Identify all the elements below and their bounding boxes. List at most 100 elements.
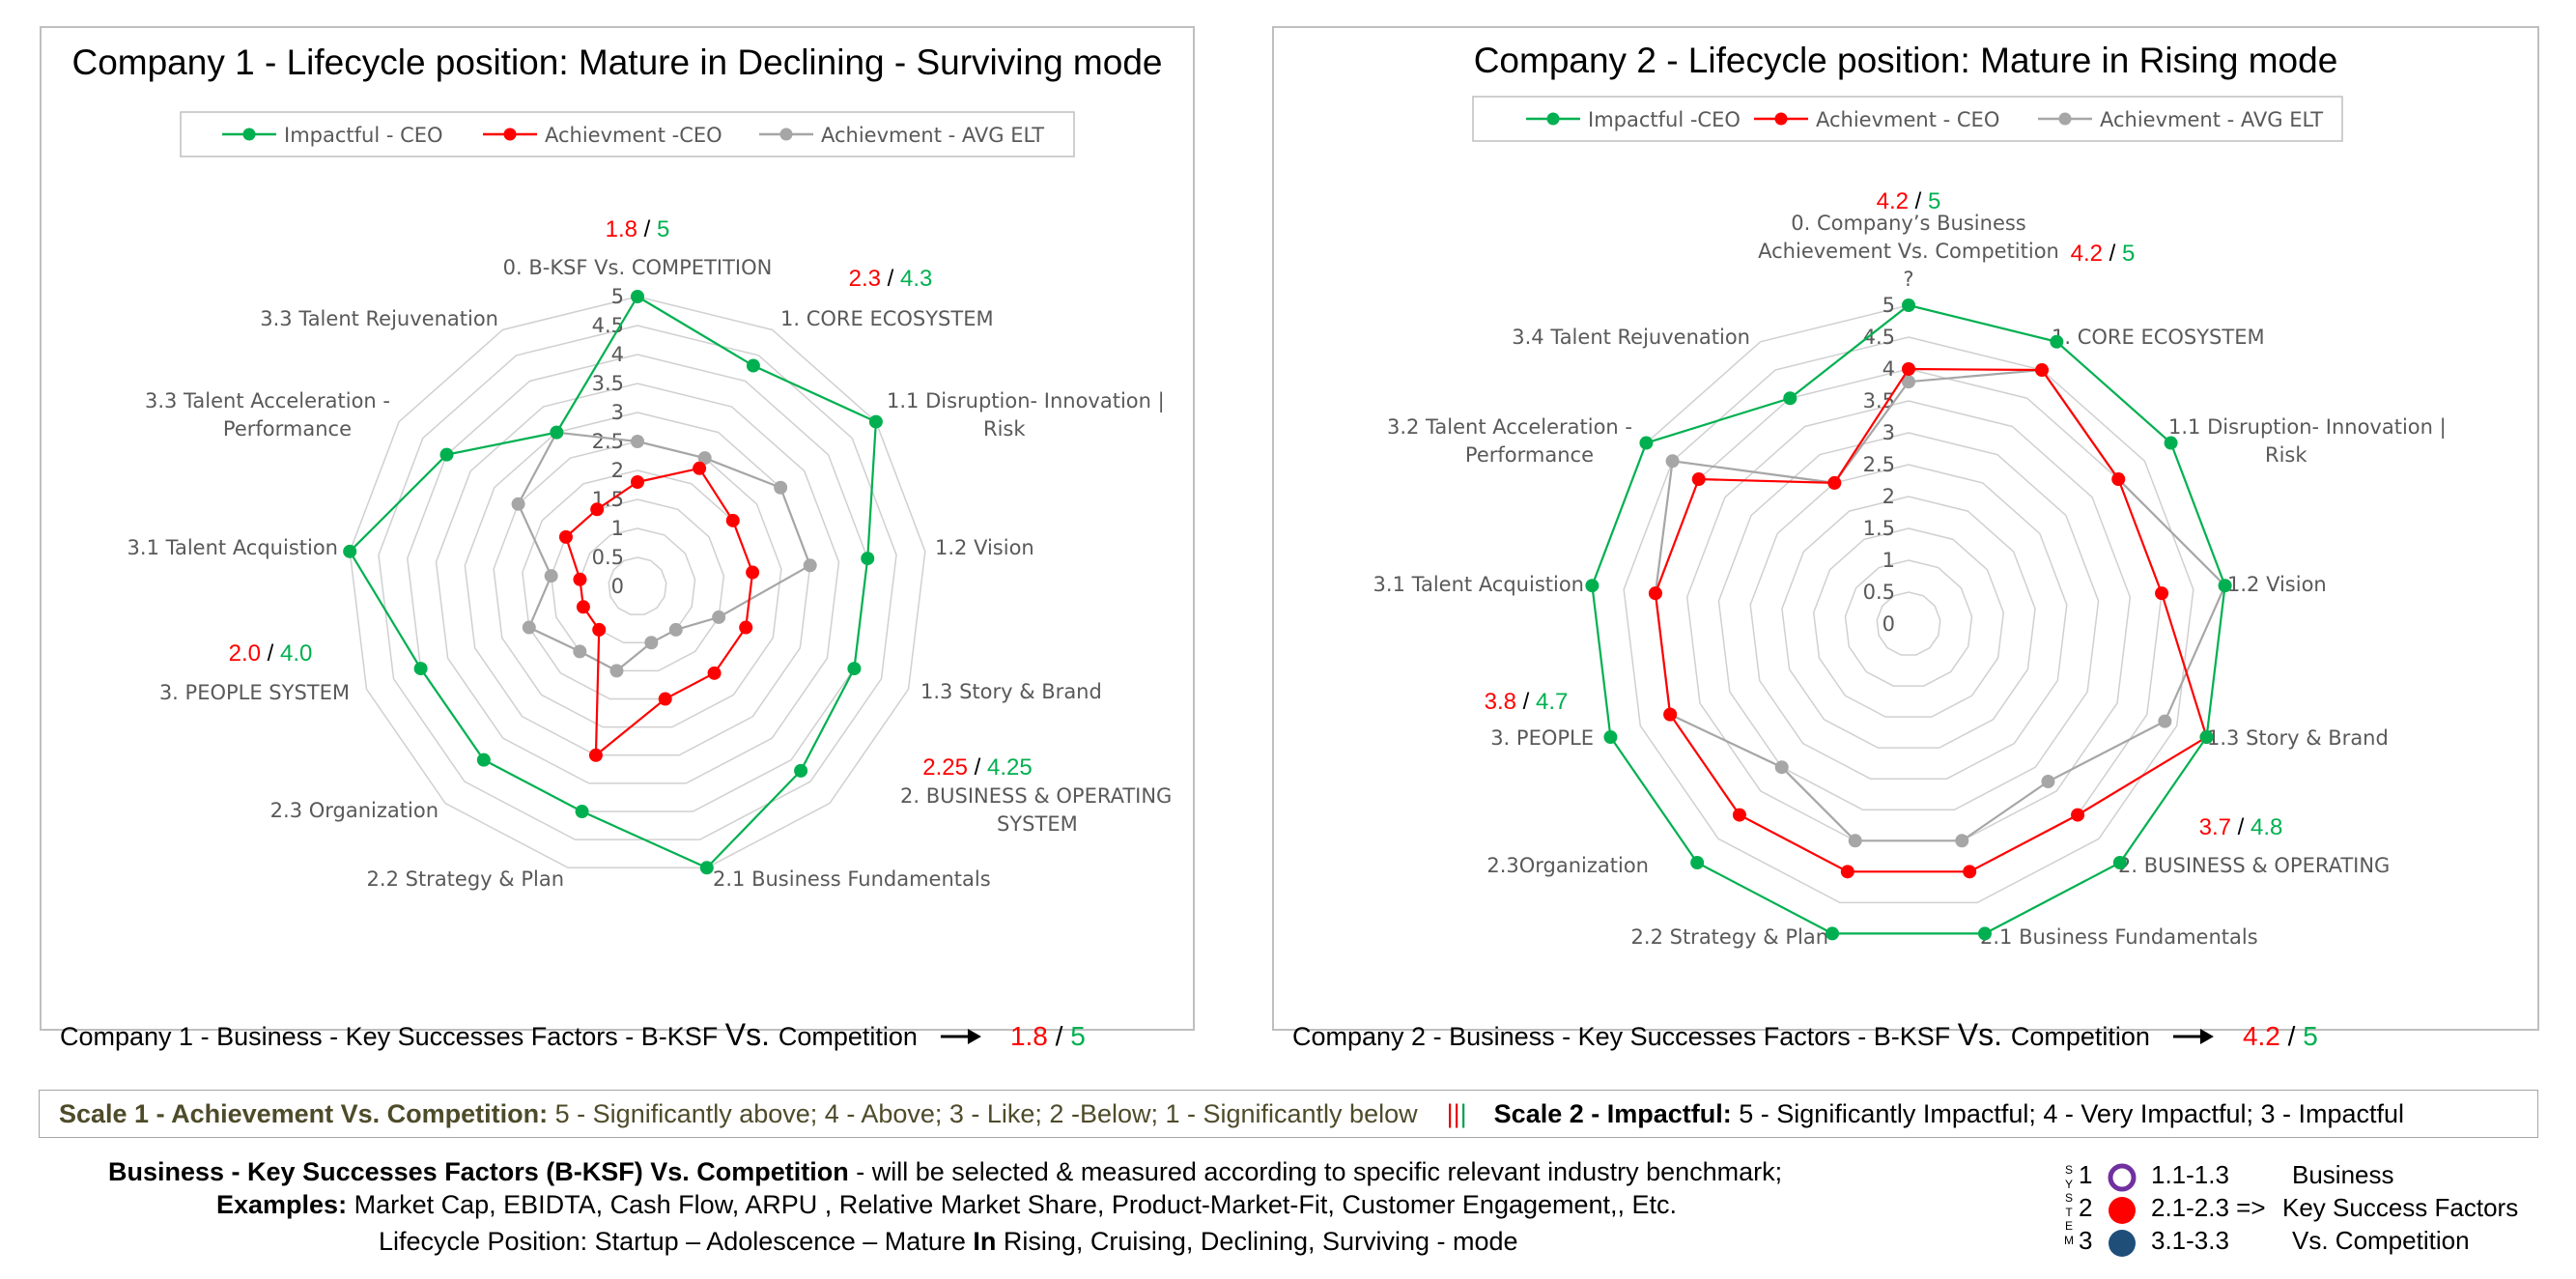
tick-label: 4 — [611, 343, 624, 366]
axis-label-line: 2.1 Business Fundamentals — [1980, 925, 2258, 949]
series-achievement-ceo-point — [2155, 586, 2169, 601]
series-achievement-ceo-point — [1732, 808, 1746, 822]
series-achievement-avg-point — [631, 435, 644, 448]
axis-category-label: 3.1 Talent Acquistion — [127, 536, 338, 559]
series-achievement-avg-point — [803, 558, 817, 573]
series-achievement-ceo-point — [1902, 362, 1915, 376]
axis-label-line: 1.2 Vision — [935, 536, 1034, 559]
tick-label: 0 — [611, 575, 624, 598]
axis-label-line: 3. PEOPLE — [1490, 726, 1594, 750]
bksf-text: Company 2 - Business - Key Successes Fac… — [1292, 1022, 1958, 1051]
score-slash: / — [1516, 689, 1536, 715]
tick-label: 0.5 — [592, 546, 624, 569]
chart-company-2: Company 2 - Lifecycle position: Mature i… — [1272, 26, 2539, 1052]
axis-category-label: 1.2 Vision — [2227, 573, 2327, 596]
axis-category-label: 3.4 Talent Rejuvenation — [1512, 326, 1750, 349]
axis-label-line: 3.1 Talent Acquistion — [127, 536, 338, 559]
axis-category-label: 3.2 Talent Acceleration - Performance — [1387, 415, 1632, 467]
score-annotation: 2.0 / 4.0 — [229, 640, 313, 667]
axis-category-label: 2. BUSINESS & OPERATING — [2118, 854, 2390, 877]
series-achievement-ceo-point — [576, 600, 590, 614]
score-green: 4.7 — [1536, 689, 1568, 715]
legend-box — [1472, 96, 2343, 142]
axis-category-label: 1. CORE ECOSYSTEM — [780, 307, 994, 330]
bksf-competition: Competition — [778, 1022, 918, 1051]
axis-label-line: Performance — [1465, 443, 1594, 467]
series-achievement-ceo-point — [631, 475, 644, 489]
axis-category-label: 1.2 Vision — [935, 536, 1034, 559]
score-red: 3.8 — [1485, 689, 1516, 715]
footer-examples-text: Market Cap, EBIDTA, Cash Flow, ARPU , Re… — [347, 1190, 1678, 1219]
legend-marker — [2058, 112, 2072, 126]
grid-ring — [1749, 464, 2068, 780]
axis-label-line: Risk — [983, 417, 1026, 441]
grid-ring — [378, 325, 897, 840]
score-slash: / — [2103, 241, 2122, 267]
axis-label-line: 1. CORE ECOSYSTEM — [780, 307, 994, 330]
chart-company-1: Company 1 - Lifecycle position: Mature i… — [40, 26, 1195, 1052]
legend-label: Impactful -CEO — [1588, 108, 1741, 131]
tick-label: 3 — [1882, 421, 1895, 444]
score-red: 3.7 — [2199, 814, 2231, 840]
footer-lifecycle-bold: In — [973, 1227, 997, 1256]
series-impactful-point — [413, 662, 428, 676]
bksf-score: 1.8 / 5 — [1010, 1021, 1086, 1051]
axis-label-line: 1.1 Disruption- Innovation | — [887, 389, 1165, 413]
axis-label-line: 0. B-KSF Vs. COMPETITION — [503, 256, 773, 279]
footer-line-2: Examples: Market Cap, EBIDTA, Cash Flow,… — [216, 1190, 1677, 1220]
key-num-1: 1 — [2079, 1160, 2093, 1189]
legend-label: Impactful - CEO — [284, 124, 443, 147]
grid-ring — [608, 556, 667, 615]
series-impactful-point — [439, 447, 454, 462]
legend-label: Achievment - AVG ELT — [2100, 108, 2323, 131]
tick-label: 2.5 — [1863, 453, 1895, 476]
series-achievement-ceo-point — [1691, 472, 1706, 487]
tick-label: 2 — [1882, 485, 1895, 508]
score-slash: / — [881, 266, 900, 292]
series-impactful-point — [343, 544, 357, 558]
grid-ring — [550, 498, 725, 672]
chart-frame — [40, 26, 1195, 1031]
axis-category-label: 0. B-KSF Vs. COMPETITION — [503, 256, 773, 279]
bksf-text: Company 1 - Business - Key Successes Fac… — [60, 1022, 725, 1051]
series-achievement-ceo-point — [588, 748, 603, 762]
score-green: 5 — [657, 216, 669, 242]
axis-label-line: 3. PEOPLE SYSTEM — [159, 681, 350, 704]
series-achievement-ceo-point — [1963, 865, 1977, 879]
axis-label-line: 3.4 Talent Rejuvenation — [1512, 326, 1750, 349]
series-achievement-avg-point — [1848, 834, 1862, 848]
score-slash: / — [968, 754, 987, 781]
legend-label: Achievment - CEO — [1816, 108, 1999, 131]
axis-label-line: 2.3Organization — [1486, 854, 1649, 877]
axis-label-line: ? — [1903, 268, 1913, 291]
axis-label-line: 2.1 Business Fundamentals — [713, 867, 991, 891]
bksf-score-red: 4.2 — [2243, 1021, 2280, 1051]
score-green: 4.3 — [900, 266, 932, 292]
separator-green: | — [1459, 1098, 1467, 1128]
series-achievement-ceo-point — [590, 502, 605, 517]
series-achievement-ceo-point — [1827, 475, 1842, 490]
arrow-icon — [2199, 1029, 2214, 1044]
series-impactful-point — [1603, 730, 1618, 745]
score-annotation: 3.7 / 4.8 — [2199, 814, 2283, 840]
grid-ring — [579, 527, 696, 644]
series-impactful-line — [348, 295, 878, 869]
series-achievement-ceo-point — [2071, 808, 2085, 822]
series-achievement-avg-point — [774, 480, 788, 495]
score-annotation: 3.8 / 4.7 — [1485, 689, 1569, 715]
arrow-icon — [967, 1029, 981, 1044]
bksf-summary: Company 1 - Business - Key Successes Fac… — [60, 1017, 918, 1052]
system-vertical-label: S Y S T E M — [2064, 1163, 2074, 1247]
score-red: 1.8 — [606, 216, 637, 242]
series-achievement-ceo-point — [693, 461, 707, 475]
series-achievement-avg-point — [668, 622, 683, 637]
series-achievement-avg-point — [522, 620, 536, 635]
series-impactful-point — [699, 861, 714, 875]
bksf-vs: Vs. — [725, 1017, 778, 1052]
score-annotation: 2.25 / 4.25 — [922, 754, 1032, 781]
footer-lifecycle-a: Lifecycle Position: Startup – Adolescenc… — [379, 1227, 974, 1256]
series-impactful-point — [861, 552, 875, 566]
axis-category-label: 0. Company’s Business Achievement Vs. Com… — [1758, 212, 2059, 291]
score-red: 2.3 — [849, 266, 881, 292]
axis-label-line: 2.3 Organization — [270, 799, 439, 822]
